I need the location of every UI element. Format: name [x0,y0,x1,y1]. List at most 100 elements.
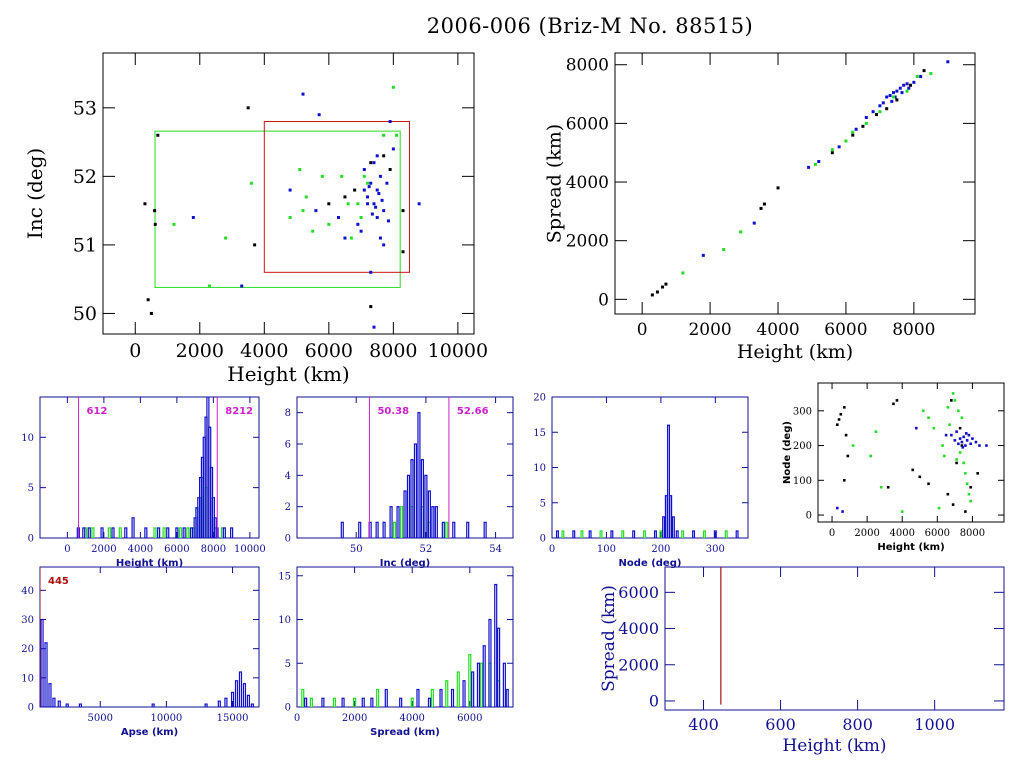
x-axis-label: Spread (km) [370,727,440,738]
bar-green [186,527,190,538]
bar-blue [57,700,61,707]
point-black [650,293,654,297]
point-green [362,174,366,178]
point-black [156,133,160,137]
x-tick-label: 1000 [914,715,955,734]
bar-blue [361,697,365,707]
y-axis-label: Spread (km) [599,585,619,692]
point-green [172,222,176,226]
point-black [153,209,157,213]
point-blue [372,161,376,165]
plot-frame [39,566,260,708]
point-black [253,243,257,247]
bar-blue [384,688,388,707]
x-tick-label: 2000 [91,544,116,555]
bar-blue [111,527,115,538]
plot-frame [102,52,475,335]
point-green [382,133,386,137]
point-blue [378,236,382,240]
point-green [878,110,882,114]
bar-blue [341,697,345,707]
bar-blue [399,697,403,707]
bar-blue [246,694,251,707]
point-blue [377,192,381,195]
point-green [722,247,726,251]
x-tick-label: 0 [829,528,835,539]
point-blue [369,181,373,185]
bar-blue [182,527,186,538]
bar-blue [157,527,161,538]
y-tick-label: 0 [598,290,609,310]
marker-label: 50.38 [377,406,409,417]
point-blue [950,433,953,437]
point-green [958,451,962,454]
plot-area [555,424,739,538]
point-blue [902,83,906,87]
bar-green [332,697,337,707]
bar-blue [675,530,679,538]
bar-blue [450,688,455,707]
point-green [304,195,308,199]
bar-green [580,530,584,538]
bar-blue [250,703,254,707]
point-blue [971,437,974,440]
point-black [839,412,843,416]
point-black [922,69,926,73]
point-blue [701,253,705,257]
bar-blue [403,490,407,538]
chart-inc_hist: 50 52 54 0 2 4 6 8 Inc (deg) 50.38 52.66 [285,396,514,569]
point-blue [366,195,370,199]
x-tick-label: 6000 [824,320,867,340]
point-green [921,409,925,413]
x-tick-label: 4000 [399,713,424,724]
plot-frame [296,396,514,539]
point-blue [191,215,195,219]
point-blue [369,270,373,274]
point-black [950,399,953,402]
point-blue [955,430,958,433]
bar-green [107,527,111,538]
x-tick-label: 300 [706,544,725,555]
point-black [353,188,357,192]
bar-blue [667,424,671,538]
x-tick-label: 2000 [176,340,224,362]
point-blue [885,95,889,99]
point-green [830,148,834,152]
bar-blue [427,490,431,538]
bar-blue [389,506,393,538]
point-blue [898,86,902,90]
bar-green [392,521,397,538]
y-tick-label: 5 [28,483,34,494]
point-black [886,485,890,489]
y-tick-label: 51 [73,235,97,257]
x-tick-label: 15000 [217,713,249,724]
y-tick-label: 20 [533,393,546,404]
point-green [359,215,363,219]
point-green [346,202,350,206]
point-green [874,430,878,433]
point-blue [380,198,384,202]
x-tick-label: 800 [842,715,873,734]
point-blue [961,445,965,449]
x-axis-label: Apse (km) [121,727,178,738]
bar-blue [482,645,486,707]
plot-area [340,397,487,538]
x-tick-label: 10000 [150,713,182,724]
point-blue [388,120,392,124]
bar-green [162,527,166,538]
y-tick-label: 15 [278,571,291,582]
point-blue [881,101,885,105]
point-green [953,399,957,402]
point-black [837,418,841,421]
point-blue [343,236,347,240]
point-green [948,423,951,426]
point-blue [890,99,894,103]
point-blue [301,92,305,96]
bar-blue [242,683,247,707]
point-black [851,133,855,137]
x-tick-label: 8000 [960,528,985,539]
point-blue [871,110,875,114]
point-black [918,475,922,479]
point-blue [888,94,892,98]
plot-area [76,397,234,538]
